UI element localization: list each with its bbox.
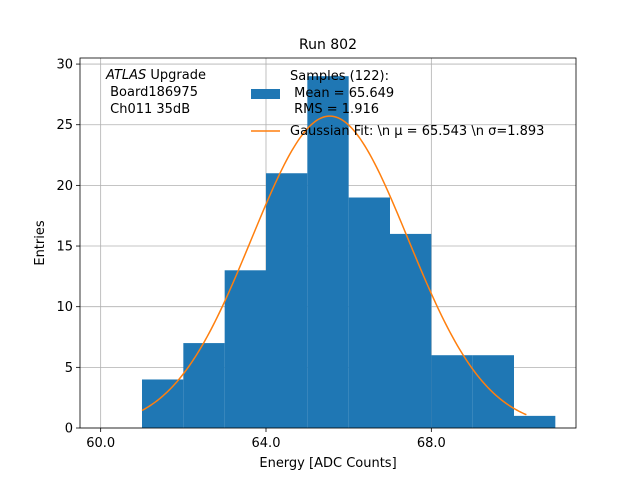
x-axis-label: Energy [ADC Counts] <box>259 456 396 471</box>
annotation-line-3: Ch011 35dB <box>106 102 190 117</box>
legend-histogram-line-1: Samples (122): <box>290 69 389 84</box>
y-tick-label: 15 <box>56 240 73 255</box>
y-tick-label: 5 <box>65 361 73 376</box>
histogram-bar <box>266 173 308 428</box>
y-axis-ticks: 0 5 10 15 20 25 30 <box>56 58 80 437</box>
histogram-bar <box>390 233 432 428</box>
annotation-line-1: ATLAS Upgrade <box>105 68 206 83</box>
annotation-upgrade: Upgrade <box>146 68 206 83</box>
histogram-bar <box>431 355 473 428</box>
legend-histogram-line-2: Mean = 65.649 <box>290 86 394 101</box>
histogram-bar <box>307 76 349 429</box>
legend-histogram-line-3: RMS = 1.916 <box>290 102 379 117</box>
histogram-bar <box>142 379 184 428</box>
x-tick-label: 64.0 <box>252 436 281 451</box>
legend-histogram-swatch <box>251 89 280 99</box>
atlas-annotation: ATLAS Upgrade Board186975 Ch011 35dB <box>105 68 206 117</box>
plot-frame <box>79 57 577 429</box>
gaussian-fit-line <box>141 115 527 416</box>
legend: Samples (122): Mean = 65.649 RMS = 1.916… <box>251 69 544 139</box>
histogram-bar <box>348 197 390 428</box>
y-tick-label: 25 <box>56 118 73 133</box>
y-axis-label: Entries <box>33 220 48 266</box>
y-tick-label: 20 <box>56 179 73 194</box>
histogram-bar <box>472 355 514 428</box>
annotation-line-2: Board186975 <box>106 85 198 100</box>
y-tick-label: 10 <box>56 300 73 315</box>
x-tick-label: 60.0 <box>86 436 115 451</box>
x-axis-ticks: 60.0 64.0 68.0 <box>86 428 446 451</box>
chart-title: Run 802 <box>299 37 357 53</box>
y-tick-label: 0 <box>65 422 73 437</box>
legend-fit-label: Gaussian Fit: \n μ = 65.543 \n σ=1.893 <box>290 124 544 139</box>
histogram-bar <box>183 343 225 428</box>
histogram-bar <box>514 415 556 428</box>
y-tick-label: 30 <box>56 58 73 73</box>
x-tick-label: 68.0 <box>417 436 446 451</box>
annotation-atlas-italic: ATLAS <box>105 68 146 83</box>
histogram-bars <box>142 76 556 429</box>
histogram-bar <box>224 270 266 428</box>
